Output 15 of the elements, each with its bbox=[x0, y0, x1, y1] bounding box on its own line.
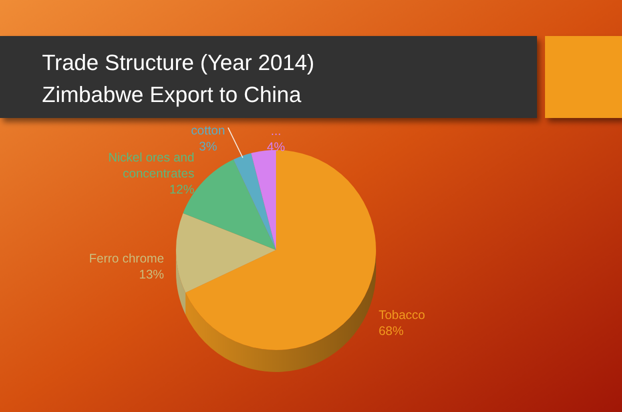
slice-label: cotton bbox=[191, 124, 226, 138]
chart-title: Trade Structure (Year 2014) bbox=[42, 50, 314, 75]
pie-slice bbox=[251, 150, 276, 250]
data-label: 12% bbox=[169, 182, 194, 196]
data-label: 3% bbox=[199, 140, 218, 154]
data-label: 4% bbox=[266, 140, 285, 154]
chart-subtitle: Zimbabwe Export to China bbox=[42, 82, 302, 107]
slice-label: Nickel ores and concentrates bbox=[108, 150, 194, 180]
slice-label: Tobacco bbox=[378, 308, 426, 322]
slice-label: ... bbox=[270, 124, 282, 138]
pie-slice bbox=[176, 213, 276, 293]
data-label: 13% bbox=[139, 268, 164, 282]
slice-label: Ferro chrome bbox=[89, 252, 164, 266]
data-label: 68% bbox=[378, 324, 404, 338]
pie-slice bbox=[233, 153, 276, 250]
